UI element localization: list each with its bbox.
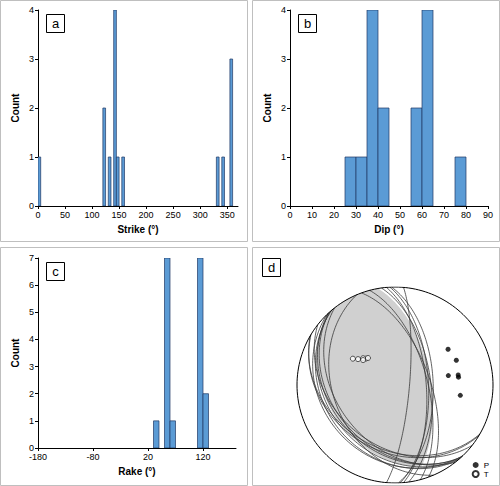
svg-text:20: 20 (329, 210, 339, 220)
svg-text:0: 0 (281, 201, 286, 211)
svg-text:70: 70 (439, 210, 449, 220)
svg-text:300: 300 (193, 210, 208, 220)
svg-text:4: 4 (29, 5, 34, 15)
svg-text:90: 90 (483, 210, 493, 220)
svg-text:0: 0 (29, 443, 34, 453)
svg-text:7: 7 (29, 253, 34, 263)
svg-text:2: 2 (29, 103, 34, 113)
svg-text:1: 1 (29, 416, 34, 426)
svg-text:P: P (484, 461, 489, 470)
svg-text:2: 2 (281, 103, 286, 113)
svg-text:5: 5 (29, 307, 34, 317)
svg-text:3: 3 (281, 54, 286, 64)
svg-text:Count: Count (10, 93, 21, 123)
svg-text:250: 250 (166, 210, 181, 220)
svg-text:150: 150 (112, 210, 127, 220)
svg-text:4: 4 (29, 334, 34, 344)
svg-text:Count: Count (10, 338, 21, 368)
svg-text:60: 60 (417, 210, 427, 220)
svg-text:T: T (484, 470, 489, 479)
svg-text:Dip (°): Dip (°) (374, 224, 404, 235)
svg-text:3: 3 (29, 362, 34, 372)
svg-text:d: d (268, 260, 275, 275)
svg-text:Rake (°): Rake (°) (118, 466, 155, 477)
svg-text:120: 120 (195, 452, 210, 462)
svg-text:80: 80 (461, 210, 471, 220)
svg-text:1: 1 (281, 152, 286, 162)
svg-text:4: 4 (281, 5, 286, 15)
svg-text:2: 2 (29, 389, 34, 399)
svg-text:c: c (52, 264, 59, 279)
svg-text:350: 350 (220, 210, 235, 220)
svg-text:30: 30 (351, 210, 361, 220)
svg-text:40: 40 (373, 210, 383, 220)
svg-text:Count: Count (262, 93, 273, 123)
svg-text:3: 3 (29, 54, 34, 64)
svg-text:a: a (52, 16, 60, 31)
svg-text:100: 100 (85, 210, 100, 220)
svg-text:0: 0 (29, 201, 34, 211)
svg-text:0: 0 (35, 210, 40, 220)
svg-text:b: b (304, 16, 311, 31)
svg-text:50: 50 (395, 210, 405, 220)
svg-text:0: 0 (287, 210, 292, 220)
svg-text:20: 20 (143, 452, 153, 462)
svg-text:50: 50 (60, 210, 70, 220)
svg-text:10: 10 (307, 210, 317, 220)
svg-text:200: 200 (139, 210, 154, 220)
svg-text:6: 6 (29, 280, 34, 290)
svg-text:-80: -80 (86, 452, 99, 462)
svg-text:Strike (°): Strike (°) (117, 224, 158, 235)
svg-text:1: 1 (29, 152, 34, 162)
svg-text:-180: -180 (29, 452, 47, 462)
